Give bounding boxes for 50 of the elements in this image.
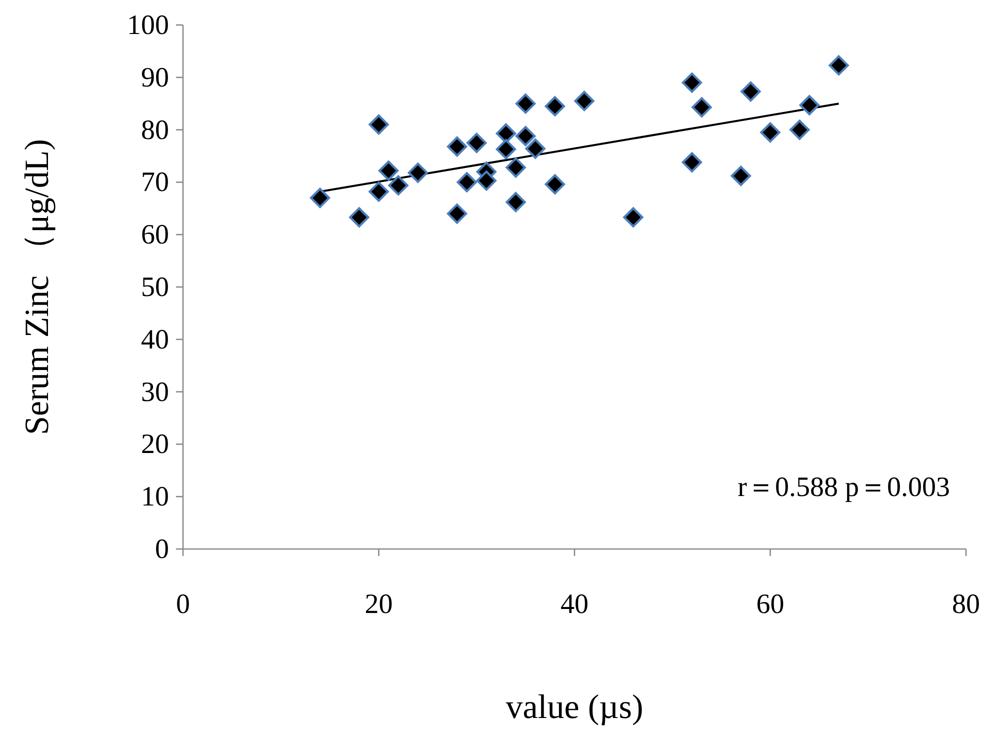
point (682, 152, 702, 172)
x-tick-label: 60 (756, 589, 784, 620)
point (506, 157, 526, 178)
point (544, 96, 566, 116)
point (790, 120, 810, 140)
y-tick-label: 80 (141, 114, 169, 146)
y-tick-label: 20 (141, 429, 169, 460)
point (730, 166, 751, 186)
y-tick-label: 30 (141, 376, 169, 408)
y-tick-label: 40 (141, 324, 169, 356)
point (525, 138, 546, 159)
y-axis-title: Serum Zinc （μg/dL) (19, 139, 56, 435)
x-tick-label: 0 (176, 589, 190, 620)
point (623, 207, 644, 228)
y-tick-label: 50 (141, 272, 169, 303)
point (515, 94, 536, 114)
point (476, 170, 497, 191)
x-tick-label: 20 (364, 589, 393, 620)
point (446, 204, 468, 224)
point (496, 139, 516, 160)
x-tick-label: 80 (952, 589, 980, 620)
point (349, 207, 370, 228)
point (388, 175, 408, 196)
point (515, 126, 536, 146)
point (828, 55, 849, 76)
point (408, 162, 428, 183)
point (692, 97, 712, 118)
point (466, 132, 487, 153)
y-tick-label: 90 (141, 62, 169, 94)
annotation: r＝0.588 p＝0.003 (738, 472, 950, 503)
point (368, 114, 389, 135)
point (544, 174, 566, 194)
point (740, 81, 761, 102)
point (506, 192, 526, 212)
point (310, 188, 330, 208)
x-axis-title: value (µs) (506, 689, 644, 726)
y-tick-label: 0 (155, 534, 169, 565)
y-tick-label: 70 (141, 167, 169, 198)
y-tick-label: 10 (141, 482, 169, 513)
point (446, 136, 468, 157)
point (574, 90, 594, 112)
point (760, 122, 780, 143)
point (456, 172, 477, 192)
point (368, 182, 389, 202)
x-tick-label: 40 (560, 589, 588, 620)
point (682, 72, 702, 93)
y-tick-label: 60 (141, 220, 169, 251)
point (378, 160, 399, 181)
y-tick-label: 100 (127, 10, 169, 41)
point (799, 95, 820, 116)
